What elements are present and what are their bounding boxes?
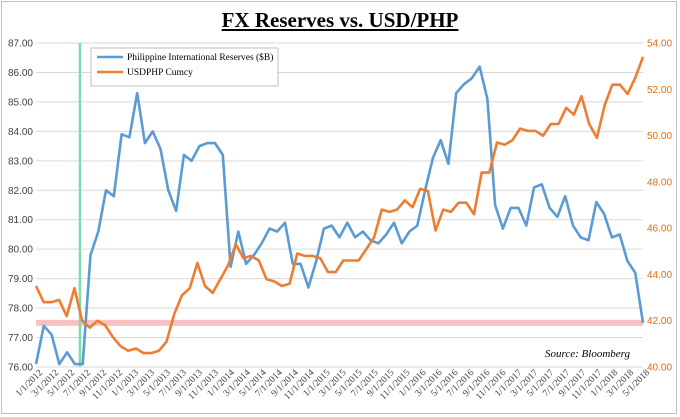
right-axis-ticks: 40.00 42.00 44.00 46.00 48.00 50.00 52.00 54.00 <box>647 39 672 374</box>
left-axis-tick-label: 81.00 <box>8 215 33 226</box>
right-axis-tick-label: 54.00 <box>647 39 672 50</box>
legend-entry: USDPHP Cumcy <box>127 68 193 78</box>
left-axis-tick-label: 86.00 <box>8 68 33 79</box>
horizontal-band <box>36 319 643 326</box>
source-note: Source: Bloomberg <box>545 348 631 360</box>
left-axis-tick-label: 78.00 <box>8 304 33 315</box>
series-line-0 <box>34 65 645 366</box>
legend: Philippine International Reserves ($B) US… <box>90 47 279 87</box>
series-line-1 <box>34 56 645 355</box>
left-axis-tick-label: 87.00 <box>8 39 33 50</box>
right-axis-tick-label: 46.00 <box>647 224 672 235</box>
left-axis-tick-label: 76.00 <box>8 363 33 374</box>
chart-title: FX Reserves vs. USD/PHP <box>221 8 459 32</box>
left-axis-tick-label: 82.00 <box>8 186 33 197</box>
left-axis-tick-label: 83.00 <box>8 156 33 167</box>
right-axis-tick-label: 52.00 <box>647 85 672 96</box>
x-axis-ticks: 1/1/20123/1/20125/1/20127/1/20129/1/2012… <box>14 368 652 402</box>
right-axis-tick-label: 48.00 <box>647 177 672 188</box>
left-axis-ticks: 76.00 77.00 78.00 79.00 80.00 81.00 82.00 83.00… <box>8 39 33 374</box>
right-axis-tick-label: 50.00 <box>647 131 672 142</box>
right-axis-tick-label: 40.00 <box>647 363 672 374</box>
right-axis-tick-label: 44.00 <box>647 270 672 281</box>
left-axis-tick-label: 77.00 <box>8 333 33 344</box>
right-axis-tick-label: 42.00 <box>647 316 672 327</box>
left-axis-tick-label: 85.00 <box>8 97 33 108</box>
annotations <box>36 43 643 367</box>
left-axis-tick-label: 84.00 <box>8 127 33 138</box>
legend-box <box>90 47 279 87</box>
legend-entry: Philippine International Reserves ($B) <box>127 52 273 63</box>
left-axis-tick-label: 80.00 <box>8 245 33 256</box>
series-lines <box>34 56 645 366</box>
gridlines <box>36 42 643 368</box>
left-axis-tick-label: 79.00 <box>8 274 33 285</box>
